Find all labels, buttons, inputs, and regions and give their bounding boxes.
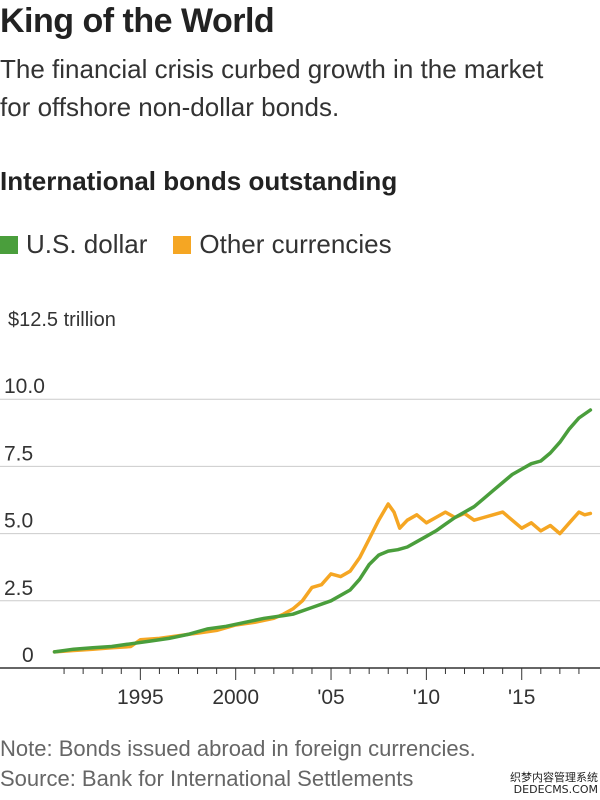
chart-subtitle: The financial crisis curbed growth in th…: [0, 54, 544, 122]
x-tick-label-0: 1995: [117, 686, 164, 709]
legend-label-us-dollar: U.S. dollar: [26, 229, 148, 259]
line-chart: $12.5 trillion 10.0 7.5 5.0 2.5 0 1995 2000 '05 '…: [0, 310, 600, 709]
chart-heading: International bonds outstanding: [0, 166, 398, 196]
legend-swatch-us-dollar: [0, 235, 18, 254]
x-tick-label-1: 2000: [212, 686, 259, 709]
y-tick-label-3: 5.0: [4, 510, 33, 533]
watermark: 织梦内容管理系统 DEDECMS.COM: [510, 772, 598, 796]
series-line-other-currencies: [52, 502, 593, 654]
legend-item-us-dollar: U.S. dollar: [0, 229, 147, 260]
watermark-line1: 织梦内容管理系统: [510, 771, 598, 784]
y-tick-label-1: 10.0: [4, 375, 45, 398]
y-tick-label-2: 7.5: [4, 442, 33, 465]
y-tick-label-4: 2.5: [4, 577, 33, 600]
legend-label-other-currencies: Other currencies: [199, 229, 392, 259]
x-tick-label-3: '10: [413, 686, 440, 709]
x-tick-label-4: '15: [508, 686, 535, 709]
y-tick-label-5: 0: [22, 644, 34, 667]
chart-source: Source: Bank for International Settlemen…: [0, 766, 414, 791]
chart-note: Note: Bonds issued abroad in foreign cur…: [0, 736, 476, 761]
y-tick-label-0: $12.5 trillion: [8, 310, 116, 331]
watermark-line2: DEDECMS.COM: [513, 783, 598, 796]
legend-swatch-other-currencies: [173, 235, 192, 254]
chart-title: King of the World: [0, 2, 275, 40]
legend-item-other-currencies: Other currencies: [173, 229, 392, 260]
series-line-us-dollar: [52, 408, 593, 654]
legend: U.S. dollar Other currencies: [0, 229, 418, 260]
x-tick-label-2: '05: [317, 686, 344, 709]
